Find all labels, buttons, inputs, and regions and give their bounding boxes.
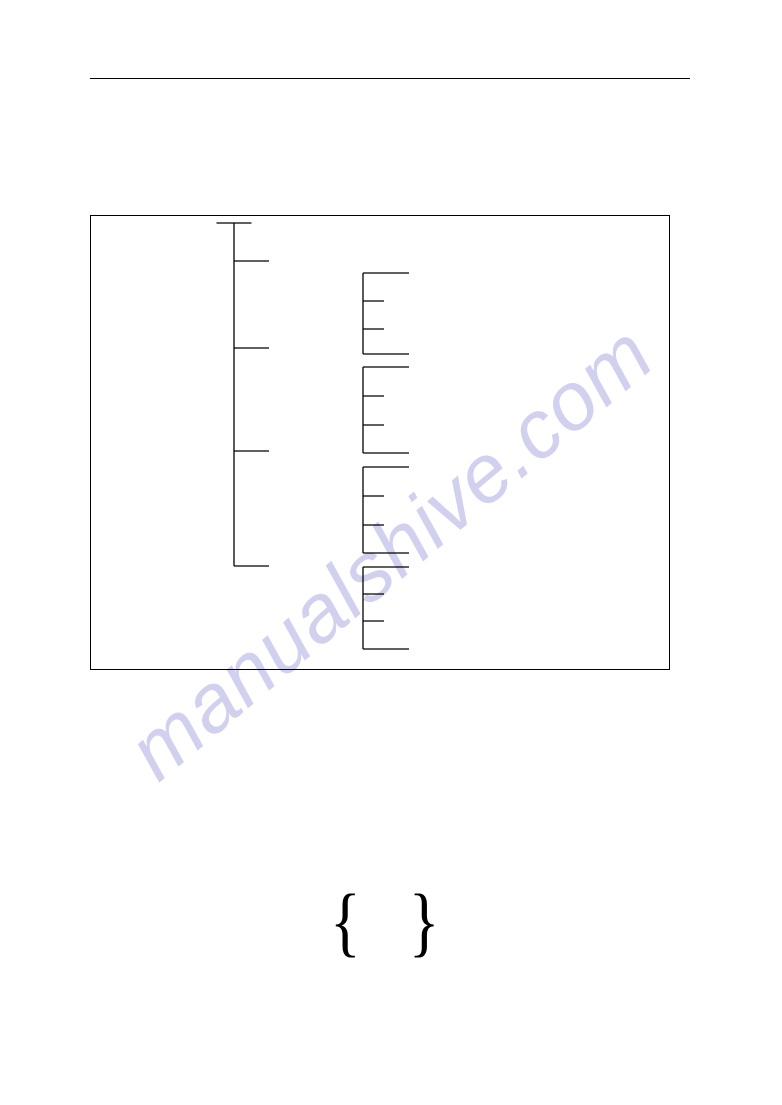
right-brace: } (409, 879, 440, 964)
page-container: manualshive.com { } (0, 0, 782, 1105)
diagram-svg (91, 216, 671, 671)
brace-space (361, 879, 409, 964)
header-rule (90, 78, 690, 79)
left-brace: { (330, 879, 361, 964)
brace-group: { } (330, 878, 439, 967)
diagram-box (90, 215, 670, 670)
